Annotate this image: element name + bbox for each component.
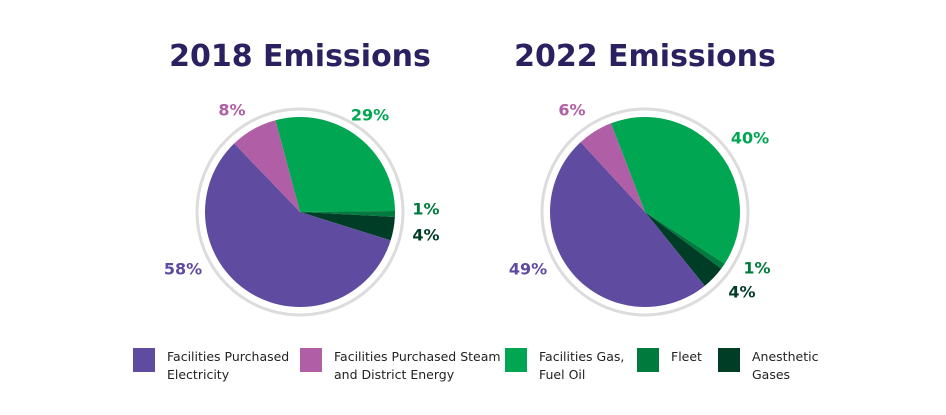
legend-swatch	[505, 348, 527, 372]
legend-label: Facilities Purchased Electricity	[167, 349, 290, 382]
legend-item: Fleet	[637, 348, 721, 372]
pie-slice	[275, 117, 395, 212]
pie-slice	[580, 123, 645, 212]
legend-label: Facilities Purchased Steam and District …	[334, 349, 501, 382]
chart-title: 2018 Emissions	[169, 39, 431, 74]
value-label: 1%	[743, 259, 770, 278]
pie-slice	[645, 212, 722, 286]
value-label: 8%	[218, 101, 245, 120]
value-label: 4%	[412, 226, 439, 245]
legend-swatch	[300, 348, 322, 372]
pie-slice	[234, 120, 300, 212]
pie-slice	[300, 212, 395, 241]
legend-item: Facilities Purchased Electricity	[133, 348, 297, 384]
pie-slice	[645, 212, 725, 269]
chart-title: 2022 Emissions	[514, 39, 776, 74]
pie-slice	[549, 142, 705, 308]
legend-swatch	[133, 348, 155, 372]
legend-label: Facilities Gas, Fuel Oil	[539, 349, 625, 382]
legend-label: Fleet	[671, 349, 702, 364]
legend-label: Anesthetic Gases	[752, 349, 819, 382]
value-label: 1%	[412, 200, 439, 219]
value-label: 29%	[351, 106, 389, 125]
value-label: 40%	[731, 129, 769, 148]
legend-item: Facilities Gas, Fuel Oil	[505, 348, 629, 384]
pie-slice	[300, 211, 395, 217]
pie-slice	[610, 116, 741, 264]
legend-item: Anesthetic Gases	[718, 348, 822, 384]
legend-swatch	[637, 348, 659, 372]
pie-slice	[205, 143, 391, 307]
legend-swatch	[718, 348, 740, 372]
value-label: 6%	[558, 101, 585, 120]
value-label: 4%	[728, 283, 755, 302]
legend-item: Facilities Purchased Steam and District …	[300, 348, 504, 384]
value-label: 49%	[509, 260, 547, 279]
value-label: 58%	[164, 260, 202, 279]
